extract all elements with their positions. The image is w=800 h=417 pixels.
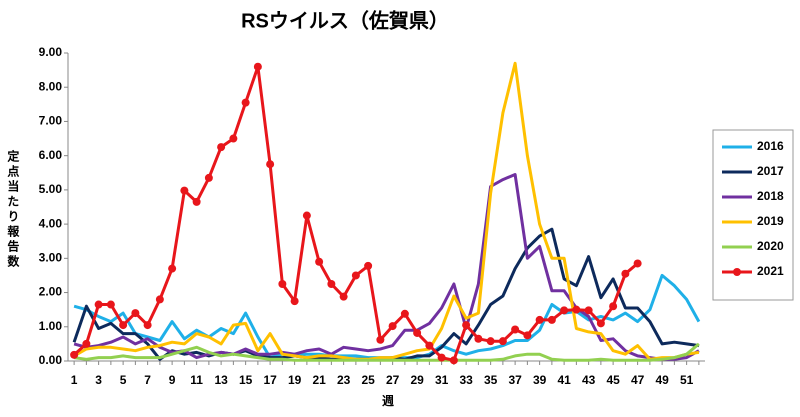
data-point [364, 261, 373, 270]
data-point [486, 337, 495, 346]
legend-label: 2020 [757, 239, 784, 253]
data-point [523, 331, 532, 340]
x-tick-label: 51 [680, 373, 694, 387]
y-tick-label: 4.00 [39, 216, 63, 230]
data-point [119, 321, 128, 330]
y-axis-label: 定点当たり報告数 [6, 149, 20, 270]
x-tick-label: 29 [410, 373, 424, 387]
data-point [376, 335, 385, 344]
legend-label: 2016 [757, 139, 784, 153]
data-point [584, 306, 593, 315]
data-point [437, 353, 446, 362]
y-tick-label: 8.00 [39, 79, 63, 93]
x-tick-label: 35 [484, 373, 498, 387]
x-tick-label: 21 [312, 373, 326, 387]
data-point [241, 98, 250, 107]
data-point [106, 300, 115, 309]
x-tick-label: 9 [169, 373, 176, 387]
data-point [143, 321, 152, 330]
data-point [82, 339, 91, 348]
x-tick-label: 17 [263, 373, 277, 387]
x-tick-label: 15 [239, 373, 253, 387]
data-point [131, 309, 140, 318]
x-tick-label: 41 [557, 373, 571, 387]
data-point [302, 211, 311, 220]
data-point [253, 62, 262, 71]
data-point [462, 321, 471, 330]
data-point [168, 264, 177, 273]
data-point [633, 259, 642, 268]
data-point [572, 305, 581, 314]
data-point [266, 160, 275, 169]
x-tick-label: 7 [144, 373, 151, 387]
legend-label: 2017 [757, 164, 784, 178]
y-tick-label: 1.00 [39, 319, 63, 333]
data-point [155, 295, 164, 304]
y-tick-label: 6.00 [39, 148, 63, 162]
x-tick-label: 1 [71, 373, 78, 387]
data-point [413, 328, 422, 337]
data-point [351, 271, 360, 280]
data-point [315, 257, 324, 266]
data-point [596, 319, 605, 328]
legend-label: 2018 [757, 189, 784, 203]
legend-marker [733, 268, 741, 276]
x-tick-label: 19 [288, 373, 302, 387]
y-axis-label-text: 定点当たり報告数 [6, 149, 20, 270]
data-point [388, 322, 397, 331]
legend-label: 2019 [757, 214, 784, 228]
data-point [217, 143, 226, 152]
data-point [70, 350, 79, 359]
x-tick-label: 33 [459, 373, 473, 387]
x-tick-label: 23 [337, 373, 351, 387]
x-axis-label: 週 [382, 393, 394, 408]
data-point [547, 315, 556, 324]
data-point [278, 280, 287, 288]
x-tick-label: 49 [655, 373, 669, 387]
y-tick-label: 3.00 [39, 251, 63, 265]
x-tick-label: 43 [582, 373, 596, 387]
data-point [560, 306, 569, 315]
y-tick-label: 9.00 [39, 45, 63, 59]
data-point [498, 337, 507, 346]
data-point [327, 280, 336, 288]
legend-label: 2021 [757, 264, 784, 278]
data-point [290, 297, 299, 306]
y-tick-label: 0.00 [39, 353, 63, 367]
x-tick-label: 5 [120, 373, 127, 387]
data-point [94, 300, 103, 309]
x-tick-label: 45 [606, 373, 620, 387]
x-tick-label: 39 [533, 373, 547, 387]
data-point [621, 269, 630, 278]
data-point [229, 134, 238, 143]
y-tick-label: 2.00 [39, 285, 63, 299]
data-point [535, 315, 544, 324]
chart-title: RSウイルス（佐賀県） [241, 8, 449, 32]
series-line [73, 61, 700, 361]
x-tick-label: 47 [631, 373, 645, 387]
data-point [180, 186, 189, 195]
data-point [425, 341, 434, 350]
x-tick-label: 37 [508, 373, 522, 387]
data-point [609, 302, 618, 311]
x-tick-label: 27 [386, 373, 400, 387]
x-tick-label: 31 [435, 373, 449, 387]
data-point [449, 356, 458, 365]
y-tick-label: 5.00 [39, 182, 63, 196]
y-tick-label: 7.00 [39, 114, 63, 128]
x-tick-label: 3 [95, 373, 102, 387]
data-point [204, 173, 213, 182]
x-tick-label: 13 [214, 373, 228, 387]
data-point [192, 197, 201, 206]
series-line [73, 342, 700, 362]
data-point [400, 309, 409, 318]
data-point [339, 292, 348, 301]
data-point [474, 334, 483, 343]
data-point [511, 325, 520, 334]
x-tick-label: 11 [190, 373, 203, 387]
x-tick-label: 25 [361, 373, 375, 387]
